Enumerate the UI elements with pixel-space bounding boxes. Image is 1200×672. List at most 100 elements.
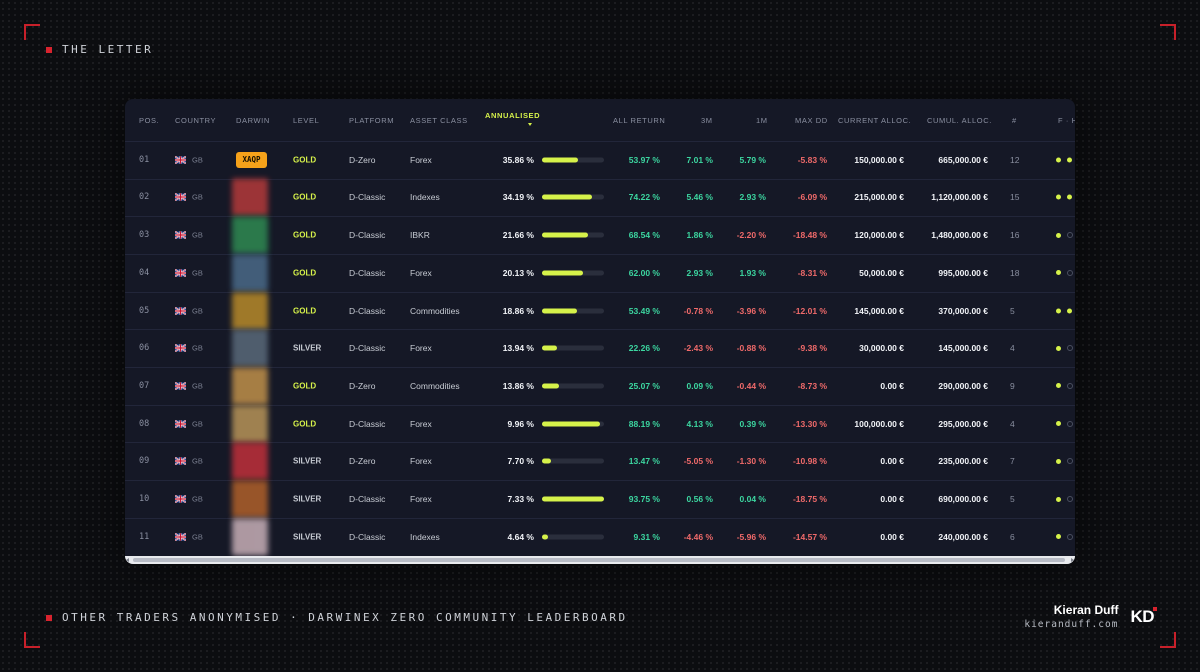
- table-row[interactable]: 05 GB GOLD D-Classic Commodities 18.86 % 53.49…: [125, 292, 1075, 331]
- cell-3m: -4.46 %: [683, 531, 713, 542]
- uk-flag-icon: [174, 381, 187, 391]
- cell-level: GOLD: [293, 419, 317, 429]
- annualised-bar: [542, 421, 604, 427]
- cell-3m: -2.43 %: [683, 343, 713, 354]
- header-darwin[interactable]: DARWIN: [236, 116, 270, 125]
- cell-1m: -3.96 %: [736, 305, 766, 316]
- cell-level: GOLD: [293, 192, 317, 202]
- header-fh[interactable]: F · H: [1058, 116, 1075, 125]
- header-cumul-alloc[interactable]: CUMUL. ALLOC.: [927, 116, 992, 125]
- cell-3m: 5.46 %: [686, 192, 713, 203]
- footer-caption-text: OTHER TRADERS ANONYMISED · DARWINEX ZERO…: [62, 611, 628, 624]
- cell-platform: D-Classic: [349, 192, 386, 203]
- table-row[interactable]: 03 GB GOLD D-Classic IBKR 21.66 % 68.54 % 1.86 …: [125, 216, 1075, 255]
- table-row[interactable]: 04 GB GOLD D-Classic Forex 20.13 % 62.00 % 2.93…: [125, 254, 1075, 293]
- cell-pos: 02: [139, 192, 150, 203]
- cell-current-alloc: 0.00 €: [880, 380, 904, 391]
- annualised-bar-fill: [542, 270, 583, 276]
- cell-annualised: 13.94 %: [502, 343, 534, 354]
- cell-cumul-alloc: 145,000.00 €: [938, 343, 988, 354]
- darwin-anonymised-tile: [232, 254, 268, 292]
- cell-country: GB: [192, 419, 203, 429]
- cell-3m: 0.09 %: [686, 380, 713, 391]
- cell-3m: 0.56 %: [686, 494, 713, 505]
- cell-1m: 0.39 %: [739, 418, 766, 429]
- cell-count: 4: [1010, 343, 1015, 354]
- cell-asset-class: Forex: [410, 343, 432, 354]
- cell-asset-class: IBKR: [410, 230, 430, 241]
- header-platform[interactable]: PLATFORM: [349, 116, 395, 125]
- header-count[interactable]: #: [1012, 116, 1017, 125]
- header-current-alloc[interactable]: CURRENT ALLOC.: [838, 116, 912, 125]
- cell-max-dd: -12.01 %: [792, 305, 827, 316]
- cell-pos: 08: [139, 418, 150, 429]
- frame-corner-top-right: [1160, 24, 1176, 40]
- cell-country: GB: [192, 532, 203, 542]
- header-annualised[interactable]: ANNUALISED: [485, 111, 541, 120]
- cell-annualised: 13.86 %: [502, 380, 534, 391]
- annualised-bar: [542, 496, 604, 502]
- status-dot-icon: [1067, 420, 1073, 427]
- table-row[interactable]: 01 GB XAQP GOLD D-Zero Forex 35.86 % 53.97 % 7.0…: [125, 141, 1075, 180]
- cell-annualised: 4.64 %: [507, 531, 534, 542]
- cell-pos: 09: [139, 456, 150, 467]
- header-max-dd[interactable]: MAX DD: [795, 116, 828, 125]
- cell-max-dd: -10.98 %: [792, 456, 827, 467]
- header-country[interactable]: COUNTRY: [175, 116, 217, 125]
- horizontal-scrollbar[interactable]: [125, 556, 1075, 564]
- header-asset-class[interactable]: ASSET CLASS: [410, 116, 468, 125]
- cell-pos: 03: [139, 230, 150, 241]
- annualised-bar: [542, 270, 604, 276]
- header-1m[interactable]: 1M: [756, 116, 768, 125]
- annualised-bar-fill: [542, 232, 588, 238]
- cell-country: GB: [192, 343, 203, 353]
- cell-all-return: 62.00 %: [628, 267, 660, 278]
- status-dots: [1056, 308, 1075, 314]
- cell-pos: 11: [139, 531, 150, 542]
- sort-desc-icon: [528, 123, 532, 126]
- table-row[interactable]: 07 GB GOLD D-Zero Commodities 13.86 % 25.07 % 0…: [125, 367, 1075, 406]
- darwin-anonymised-tile: [232, 442, 268, 480]
- cell-annualised: 20.13 %: [502, 267, 534, 278]
- cell-country: GB: [192, 381, 203, 391]
- cell-annualised: 34.19 %: [502, 192, 534, 203]
- status-dots: [1056, 458, 1075, 465]
- footer-caption: OTHER TRADERS ANONYMISED · DARWINEX ZERO…: [46, 611, 628, 624]
- cell-asset-class: Commodities: [410, 380, 460, 391]
- scroll-right-icon[interactable]: [1071, 558, 1074, 562]
- table-row[interactable]: 09 GB SILVER D-Zero Forex 7.70 % 13.47 % -5.05 …: [125, 442, 1075, 482]
- header-all-return[interactable]: ALL RETURN: [613, 116, 666, 125]
- uk-flag-icon: [174, 343, 187, 353]
- darwin-badge[interactable]: XAQP: [236, 151, 267, 168]
- table-row[interactable]: 10 GB SILVER D-Classic Forex 7.33 % 93.75 % 0.5…: [125, 480, 1075, 519]
- cell-annualised: 35.86 %: [502, 154, 534, 165]
- header-pos[interactable]: POS.: [139, 116, 160, 125]
- cell-pos: 04: [139, 267, 150, 278]
- cell-max-dd: -5.83 %: [797, 154, 827, 165]
- cell-country: GB: [192, 230, 203, 240]
- cell-pos: 07: [139, 380, 150, 391]
- cell-max-dd: -18.48 %: [792, 230, 827, 241]
- table-row[interactable]: 08 GB GOLD D-Classic Forex 9.96 % 88.19 % 4.13 …: [125, 405, 1075, 444]
- scroll-left-icon[interactable]: [126, 558, 129, 562]
- table-row[interactable]: 11 GB SILVER D-Classic Indexes 4.64 % 9.31 % -4…: [125, 518, 1075, 557]
- uk-flag-icon: [174, 193, 187, 202]
- annualised-bar: [542, 308, 604, 314]
- header-3m[interactable]: 3M: [701, 116, 713, 125]
- header-level[interactable]: LEVEL: [293, 116, 320, 125]
- cell-max-dd: -6.09 %: [797, 192, 827, 203]
- status-dot-icon: [1056, 383, 1061, 389]
- status-dot-icon: [1067, 232, 1073, 239]
- table-row[interactable]: 06 GB SILVER D-Classic Forex 13.94 % 22.26 % -2…: [125, 329, 1075, 368]
- annualised-bar-fill: [542, 157, 578, 163]
- cell-current-alloc: 0.00 €: [880, 531, 904, 542]
- cell-annualised: 7.70 %: [507, 456, 534, 467]
- darwin-anonymised-tile: [232, 216, 268, 254]
- status-dot-icon: [1067, 308, 1072, 314]
- cell-max-dd: -9.38 %: [797, 343, 827, 354]
- annualised-bar-fill: [542, 383, 559, 389]
- table-row[interactable]: 02 GB GOLD D-Classic Indexes 34.19 % 74.22 % 5.…: [125, 178, 1075, 218]
- cell-country: GB: [192, 456, 203, 466]
- scrollbar-thumb[interactable]: [133, 558, 1065, 562]
- cell-platform: D-Classic: [349, 531, 386, 542]
